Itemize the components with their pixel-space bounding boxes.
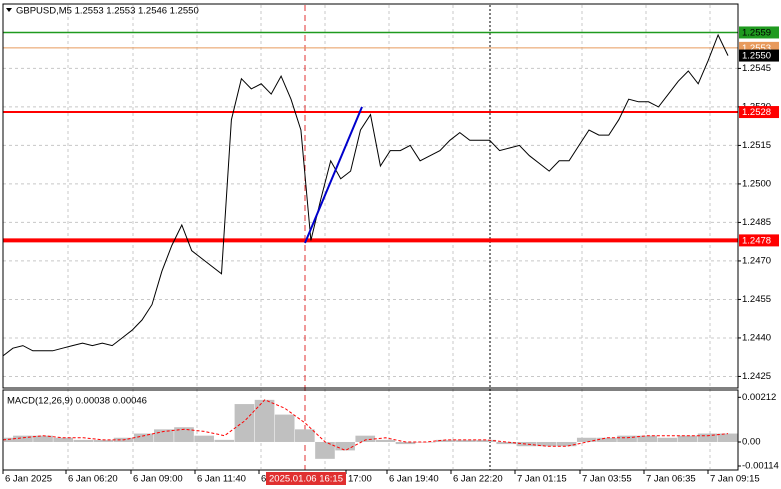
y-tick-label: 1.2545 (742, 63, 771, 74)
x-tick-label: 6 Jan 06:20 (68, 474, 118, 485)
macd-title: MACD(12,26,9) 0.00038 0.00046 (7, 396, 147, 407)
menu-arrow[interactable] (6, 8, 12, 12)
macd-bar (93, 439, 114, 442)
macd-bar (536, 441, 557, 447)
macd-bar (677, 435, 698, 442)
macd-bar (254, 399, 275, 442)
macd-bar (476, 439, 496, 442)
macd-bar (315, 441, 335, 459)
x-tick-label: 7 Jan 06:35 (646, 474, 696, 485)
level-label: 1.2559 (742, 27, 771, 38)
macd-bar (576, 437, 597, 442)
macd-bar (597, 437, 617, 442)
price-line (2, 33, 729, 357)
macd-bar (496, 441, 517, 445)
macd-bar (657, 437, 678, 442)
macd-bar (295, 429, 315, 442)
macd-bar (133, 433, 154, 442)
macd-bar (53, 437, 73, 442)
x-tick-label: 7 Jan 09:15 (710, 474, 760, 485)
x-tick-label: 6 Jan 19:40 (389, 474, 439, 485)
macd-bar (73, 439, 94, 442)
y-tick-label: 1.2440 (742, 332, 771, 343)
chart-title: GBPUSD,M5 1.2553 1.2553 1.2546 1.2550 (16, 6, 199, 17)
macd-bar (717, 433, 738, 442)
y-tick-label: 0.00 (742, 436, 761, 447)
overlay: 1.25451.25301.25151.25001.24851.24701.24… (2, 26, 779, 485)
macd-bar (395, 441, 416, 445)
macd-bar (274, 414, 295, 442)
level-label-box (739, 106, 779, 119)
y-tick-label: 1.2470 (742, 255, 771, 266)
macd-bar (516, 441, 537, 447)
x-tick-label: 7 Jan 03:55 (582, 474, 632, 485)
macd-bar (335, 441, 355, 451)
main-frame (2, 3, 739, 389)
macd-bar (214, 439, 235, 442)
macd-bar (13, 435, 33, 442)
x-tick-label: 6 (261, 474, 266, 485)
macd-bar (556, 441, 577, 447)
macd-bar (637, 435, 658, 442)
y-tick-label: 1.2485 (742, 217, 771, 228)
y-tick-label: 1.2425 (742, 371, 771, 382)
crosshair-label-box (266, 472, 346, 485)
price-label: 1.2550 (742, 51, 771, 62)
trendline (304, 106, 363, 244)
y-tick-label: 1.2515 (742, 140, 771, 151)
macd-bar (234, 404, 255, 442)
x-tick-label: 6 Jan 2025 (5, 474, 52, 485)
x-tick-label: 6 Jan 11:40 (197, 474, 246, 485)
macd-bar (435, 439, 456, 442)
macd-bar (33, 435, 53, 442)
price-label-box (739, 49, 779, 62)
signal-line (2, 399, 729, 451)
macd-bar (194, 435, 214, 442)
x-tick-label: 7 Jan 01:15 (517, 474, 567, 485)
macd-bar (375, 439, 396, 442)
macd-bar (617, 435, 637, 442)
y-tick-label: 1.2500 (742, 178, 771, 189)
level-label-box (739, 26, 779, 39)
y-tick-label: 1.2455 (742, 294, 771, 305)
plot (2, 5, 738, 470)
level-label: 1.2553 (742, 43, 771, 54)
level-label: 1.2478 (742, 235, 771, 246)
level-label-box (739, 234, 779, 247)
y-tick-label: 0.00212 (742, 392, 776, 403)
macd-frame (2, 389, 739, 471)
level-label: 1.2528 (742, 107, 771, 118)
grid (3, 5, 738, 469)
macd-bar (355, 435, 376, 442)
macd-bar (174, 427, 194, 442)
macd-bar (456, 439, 476, 442)
y-tick-label: -0.00114 (742, 461, 779, 472)
x-tick-label: 6 Jan 09:00 (133, 474, 183, 485)
macd-bar (697, 433, 718, 442)
x-tick-label: 6 Jan 22:20 (453, 474, 503, 485)
x-tick-label: 17:00 (348, 474, 372, 485)
crosshair-label: 2025.01.06 16:15 (269, 474, 343, 485)
